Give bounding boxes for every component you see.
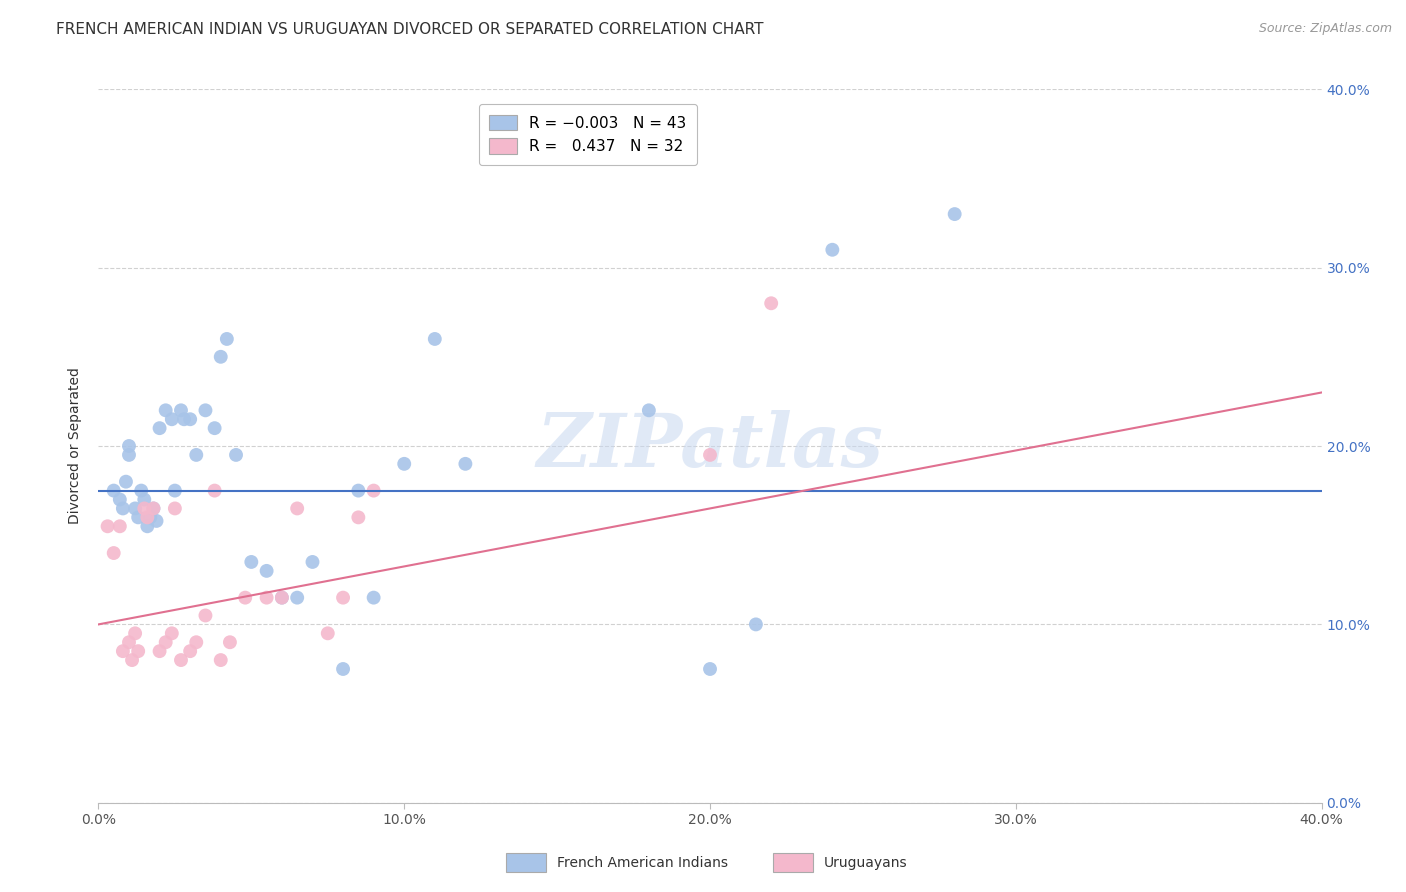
Point	[127, 644, 149, 658]
Point	[745, 617, 768, 632]
Point	[163, 501, 186, 516]
Point	[103, 483, 125, 498]
Text: ZIPatlas: ZIPatlas	[537, 409, 883, 483]
Point	[118, 439, 141, 453]
Point	[270, 591, 292, 605]
Point	[363, 483, 385, 498]
Point	[134, 492, 156, 507]
Point	[285, 591, 308, 605]
Point	[204, 421, 226, 435]
Point	[124, 501, 146, 516]
Point	[179, 644, 201, 658]
Text: FRENCH AMERICAN INDIAN VS URUGUAYAN DIVORCED OR SEPARATED CORRELATION CHART: FRENCH AMERICAN INDIAN VS URUGUAYAN DIVO…	[56, 22, 763, 37]
Text: Uruguayans: Uruguayans	[824, 855, 907, 870]
Point	[149, 421, 172, 435]
Point	[316, 626, 339, 640]
Point	[821, 243, 844, 257]
Point	[392, 457, 416, 471]
Point	[256, 591, 278, 605]
Point	[186, 448, 208, 462]
Point	[111, 501, 134, 516]
Point	[256, 564, 278, 578]
Point	[423, 332, 446, 346]
Point	[129, 483, 152, 498]
Point	[699, 662, 721, 676]
Point	[103, 546, 125, 560]
Point	[209, 350, 232, 364]
Point	[943, 207, 966, 221]
Point	[347, 510, 370, 524]
Point	[347, 483, 370, 498]
Point	[332, 662, 354, 676]
Point	[149, 644, 172, 658]
Point	[225, 448, 247, 462]
Point	[186, 635, 208, 649]
Text: Source: ZipAtlas.com: Source: ZipAtlas.com	[1258, 22, 1392, 36]
Point	[194, 403, 217, 417]
Point	[118, 635, 141, 649]
Point	[332, 591, 354, 605]
Point	[160, 412, 183, 426]
Y-axis label: Divorced or Separated: Divorced or Separated	[69, 368, 83, 524]
Point	[759, 296, 782, 310]
Point	[145, 514, 167, 528]
Point	[118, 448, 141, 462]
Point	[121, 653, 143, 667]
Point	[194, 608, 217, 623]
Point	[111, 644, 134, 658]
Point	[108, 492, 131, 507]
Point	[160, 626, 183, 640]
Point	[97, 519, 120, 533]
Point	[209, 653, 232, 667]
Point	[270, 591, 292, 605]
Point	[173, 412, 195, 426]
Point	[155, 635, 177, 649]
Point	[215, 332, 238, 346]
Point	[204, 483, 226, 498]
Point	[454, 457, 477, 471]
Point	[115, 475, 138, 489]
Point	[127, 510, 149, 524]
Point	[142, 501, 165, 516]
Point	[285, 501, 308, 516]
Point	[139, 510, 162, 524]
Point	[108, 519, 131, 533]
Point	[142, 501, 165, 516]
Point	[170, 653, 193, 667]
Point	[219, 635, 242, 649]
Point	[136, 510, 159, 524]
Point	[699, 448, 721, 462]
Point	[163, 483, 186, 498]
Point	[363, 591, 385, 605]
Point	[155, 403, 177, 417]
Text: French American Indians: French American Indians	[557, 855, 728, 870]
Point	[637, 403, 661, 417]
Point	[124, 626, 146, 640]
Point	[170, 403, 193, 417]
Point	[136, 519, 159, 533]
Legend: R = −0.003   N = 43, R =   0.437   N = 32: R = −0.003 N = 43, R = 0.437 N = 32	[478, 104, 697, 165]
Point	[301, 555, 323, 569]
Point	[233, 591, 256, 605]
Point	[240, 555, 263, 569]
Point	[134, 501, 156, 516]
Point	[179, 412, 201, 426]
